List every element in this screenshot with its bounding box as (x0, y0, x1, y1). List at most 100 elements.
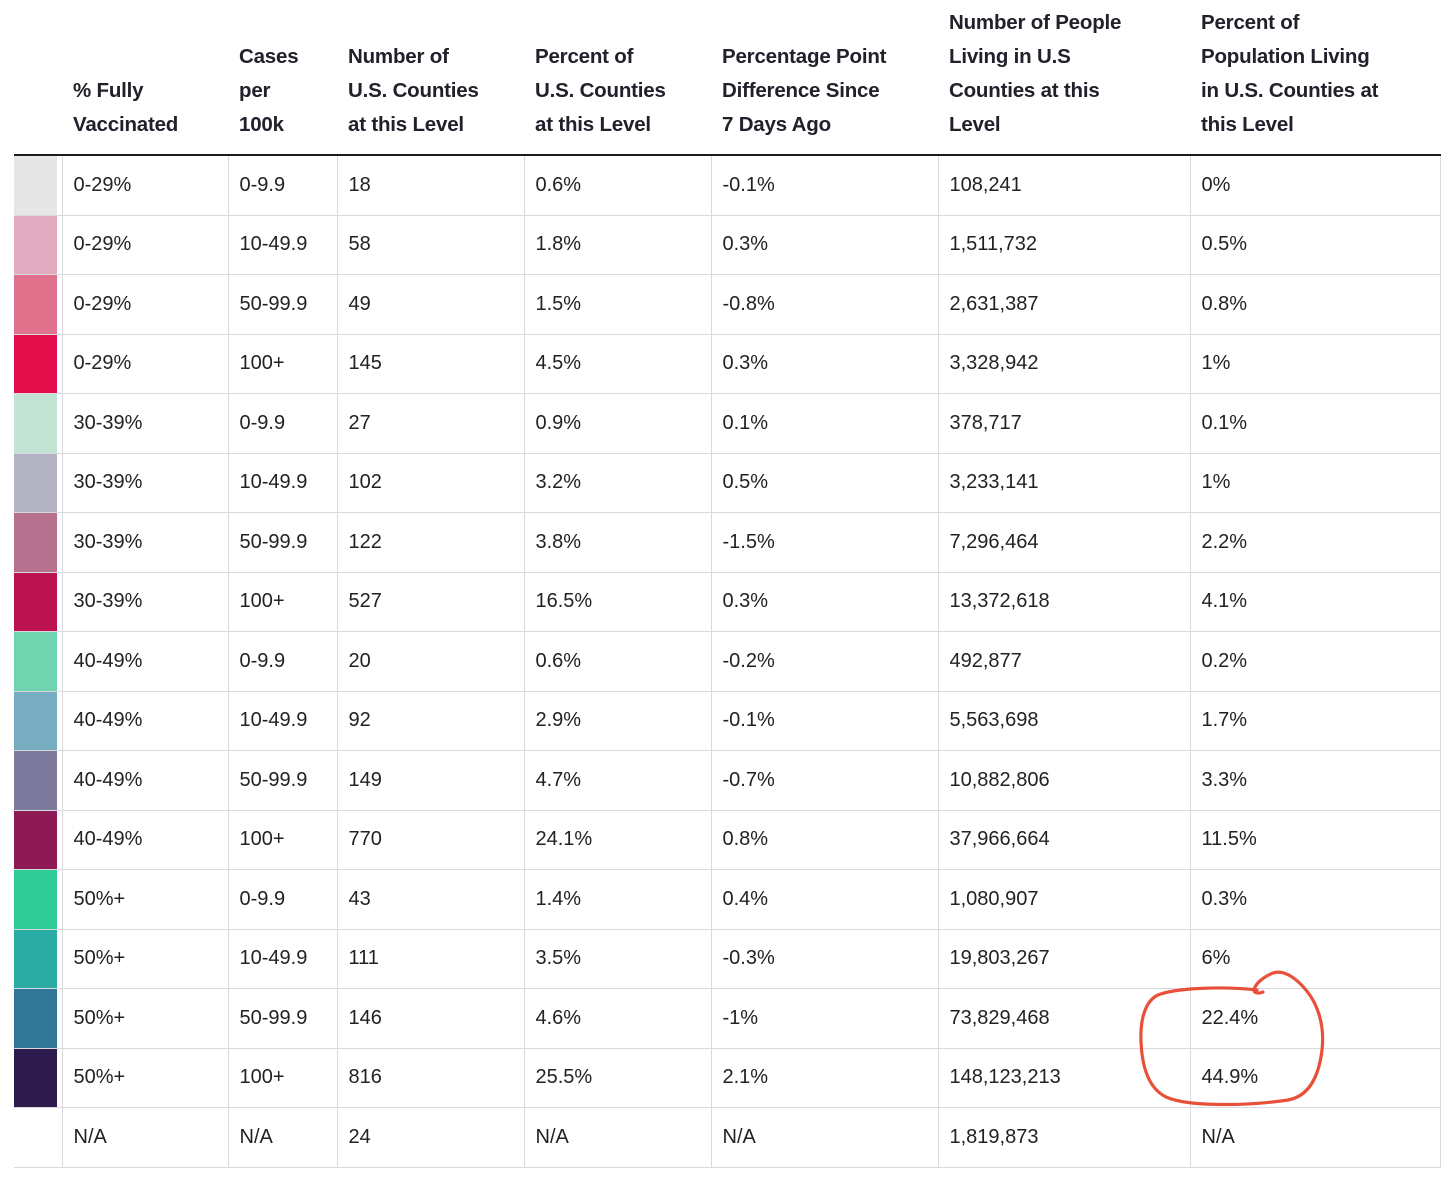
cell-pct-counties: 3.8% (523, 512, 711, 572)
cell-cases: 10-49.9 (227, 214, 337, 275)
cell-pp-difference: 0.3% (710, 571, 938, 632)
color-swatch-cell (14, 452, 62, 513)
cell-pct-counties: 3.5% (523, 928, 711, 989)
legend-color-swatch (14, 1048, 57, 1107)
cell-pct-population: 0.3% (1189, 869, 1441, 929)
cell-pct-counties: 1.5% (523, 274, 711, 334)
cell-vaccinated: N/A (61, 1107, 228, 1168)
header-line: at this Level (348, 113, 464, 136)
header-line: Vaccinated (73, 113, 179, 136)
cell-pp-difference: -0.7% (710, 750, 938, 810)
cell-cases: N/A (227, 1107, 337, 1168)
cell-pct-population: 0.1% (1189, 393, 1441, 453)
cell-pp-difference: 0.5% (710, 452, 938, 513)
color-swatch-cell (14, 154, 62, 215)
cell-vaccinated: 0-29% (61, 154, 228, 215)
header-line: Number of People (949, 11, 1122, 34)
table-row: N/A N/A 24 N/A N/A 1,819,873 N/A (14, 1107, 1441, 1168)
cell-pct-counties: 0.6% (523, 631, 711, 691)
table-header: % Fully Vaccinated Cases per 100k Number of U.… (14, 0, 1440, 155)
header-line: per (239, 79, 271, 102)
cell-cases: 0-9.9 (227, 393, 337, 453)
cell-vaccinated: 0-29% (61, 333, 228, 394)
cell-vaccinated: 30-39% (61, 393, 228, 453)
cell-cases: 10-49.9 (227, 452, 337, 513)
cell-pp-difference: 0.3% (710, 333, 938, 394)
cell-pct-counties: 25.5% (523, 1047, 711, 1108)
table-row: 50%+ 100+ 816 25.5% 2.1% 148,123,213 44.9% (14, 1047, 1441, 1108)
header-line: Number of (348, 45, 449, 68)
legend-color-swatch (14, 572, 57, 631)
cell-vaccinated: 50%+ (61, 988, 228, 1048)
legend-color-swatch (14, 513, 57, 572)
cell-num-people: 3,233,141 (937, 452, 1190, 513)
color-swatch-cell (14, 1047, 62, 1108)
cell-num-people: 1,080,907 (937, 869, 1190, 929)
cell-cases: 100+ (227, 1047, 337, 1108)
color-swatch-cell (14, 512, 62, 572)
table-row: 30-39% 0-9.9 27 0.9% 0.1% 378,717 0.1% (14, 393, 1441, 453)
legend-color-swatch (14, 453, 57, 512)
header-line: Living in U.S (949, 45, 1071, 68)
legend-color-swatch (14, 215, 57, 274)
legend-color-swatch (14, 334, 57, 393)
color-swatch-cell (14, 690, 62, 751)
cell-num-people: 1,511,732 (937, 214, 1190, 275)
column-header-pct-counties: Percent of U.S. Counties at this Level (524, 0, 711, 155)
cell-pp-difference: -1% (710, 988, 938, 1048)
cell-num-people: 73,829,468 (937, 988, 1190, 1048)
legend-color-swatch (14, 989, 57, 1048)
table-row: 40-49% 0-9.9 20 0.6% -0.2% 492,877 0.2% (14, 631, 1441, 691)
column-header-num-counties: Number of U.S. Counties at this Level (337, 0, 524, 155)
header-row: % Fully Vaccinated Cases per 100k Number of U.… (14, 0, 1440, 155)
header-line: 7 Days Ago (722, 113, 831, 136)
color-swatch-cell (14, 988, 62, 1048)
header-line: Population Living (1201, 45, 1370, 68)
legend-color-swatch (14, 691, 57, 750)
column-header-pct-population: Percent of Population Living in U.S. Count… (1190, 0, 1440, 155)
cell-vaccinated: 50%+ (61, 1047, 228, 1108)
cell-cases: 0-9.9 (227, 154, 337, 215)
color-swatch-cell (14, 393, 62, 453)
table-row: 40-49% 50-99.9 149 4.7% -0.7% 10,882,806 3.3% (14, 750, 1441, 810)
cell-pct-counties: 1.4% (523, 869, 711, 929)
legend-color-swatch (14, 870, 57, 929)
cell-num-people: 5,563,698 (937, 690, 1190, 751)
cell-cases: 10-49.9 (227, 690, 337, 751)
cell-num-counties: 18 (336, 154, 524, 215)
cell-pp-difference: -0.3% (710, 928, 938, 989)
cell-pp-difference: -0.2% (710, 631, 938, 691)
cell-vaccinated: 40-49% (61, 690, 228, 751)
cell-pct-population: 3.3% (1189, 750, 1441, 810)
cell-vaccinated: 40-49% (61, 750, 228, 810)
cell-pct-population: N/A (1189, 1107, 1441, 1168)
cell-vaccinated: 50%+ (61, 869, 228, 929)
header-line: U.S. Counties (348, 79, 479, 102)
cell-num-people: 1,819,873 (937, 1107, 1190, 1168)
cell-num-counties: 43 (336, 869, 524, 929)
cell-num-counties: 58 (336, 214, 524, 275)
header-line: Level (949, 113, 1001, 136)
table-row: 40-49% 100+ 770 24.1% 0.8% 37,966,664 11.5% (14, 809, 1441, 870)
color-swatch-cell (14, 333, 62, 394)
cell-num-people: 7,296,464 (937, 512, 1190, 572)
cell-num-counties: 145 (336, 333, 524, 394)
cell-vaccinated: 40-49% (61, 809, 228, 870)
cell-num-people: 378,717 (937, 393, 1190, 453)
header-line: U.S. Counties (535, 79, 666, 102)
cell-pct-counties: 16.5% (523, 571, 711, 632)
header-line: Cases (239, 45, 299, 68)
legend-color-swatch (14, 632, 57, 691)
cell-pct-population: 44.9% (1189, 1047, 1441, 1108)
cell-cases: 100+ (227, 809, 337, 870)
cell-num-people: 492,877 (937, 631, 1190, 691)
legend-color-swatch (14, 394, 57, 453)
cell-num-counties: 24 (336, 1107, 524, 1168)
cell-pct-population: 1.7% (1189, 690, 1441, 751)
cell-num-counties: 527 (336, 571, 524, 632)
cell-vaccinated: 30-39% (61, 571, 228, 632)
table-row: 40-49% 10-49.9 92 2.9% -0.1% 5,563,698 1.7% (14, 690, 1441, 751)
cell-pct-counties: 4.5% (523, 333, 711, 394)
cell-num-counties: 27 (336, 393, 524, 453)
